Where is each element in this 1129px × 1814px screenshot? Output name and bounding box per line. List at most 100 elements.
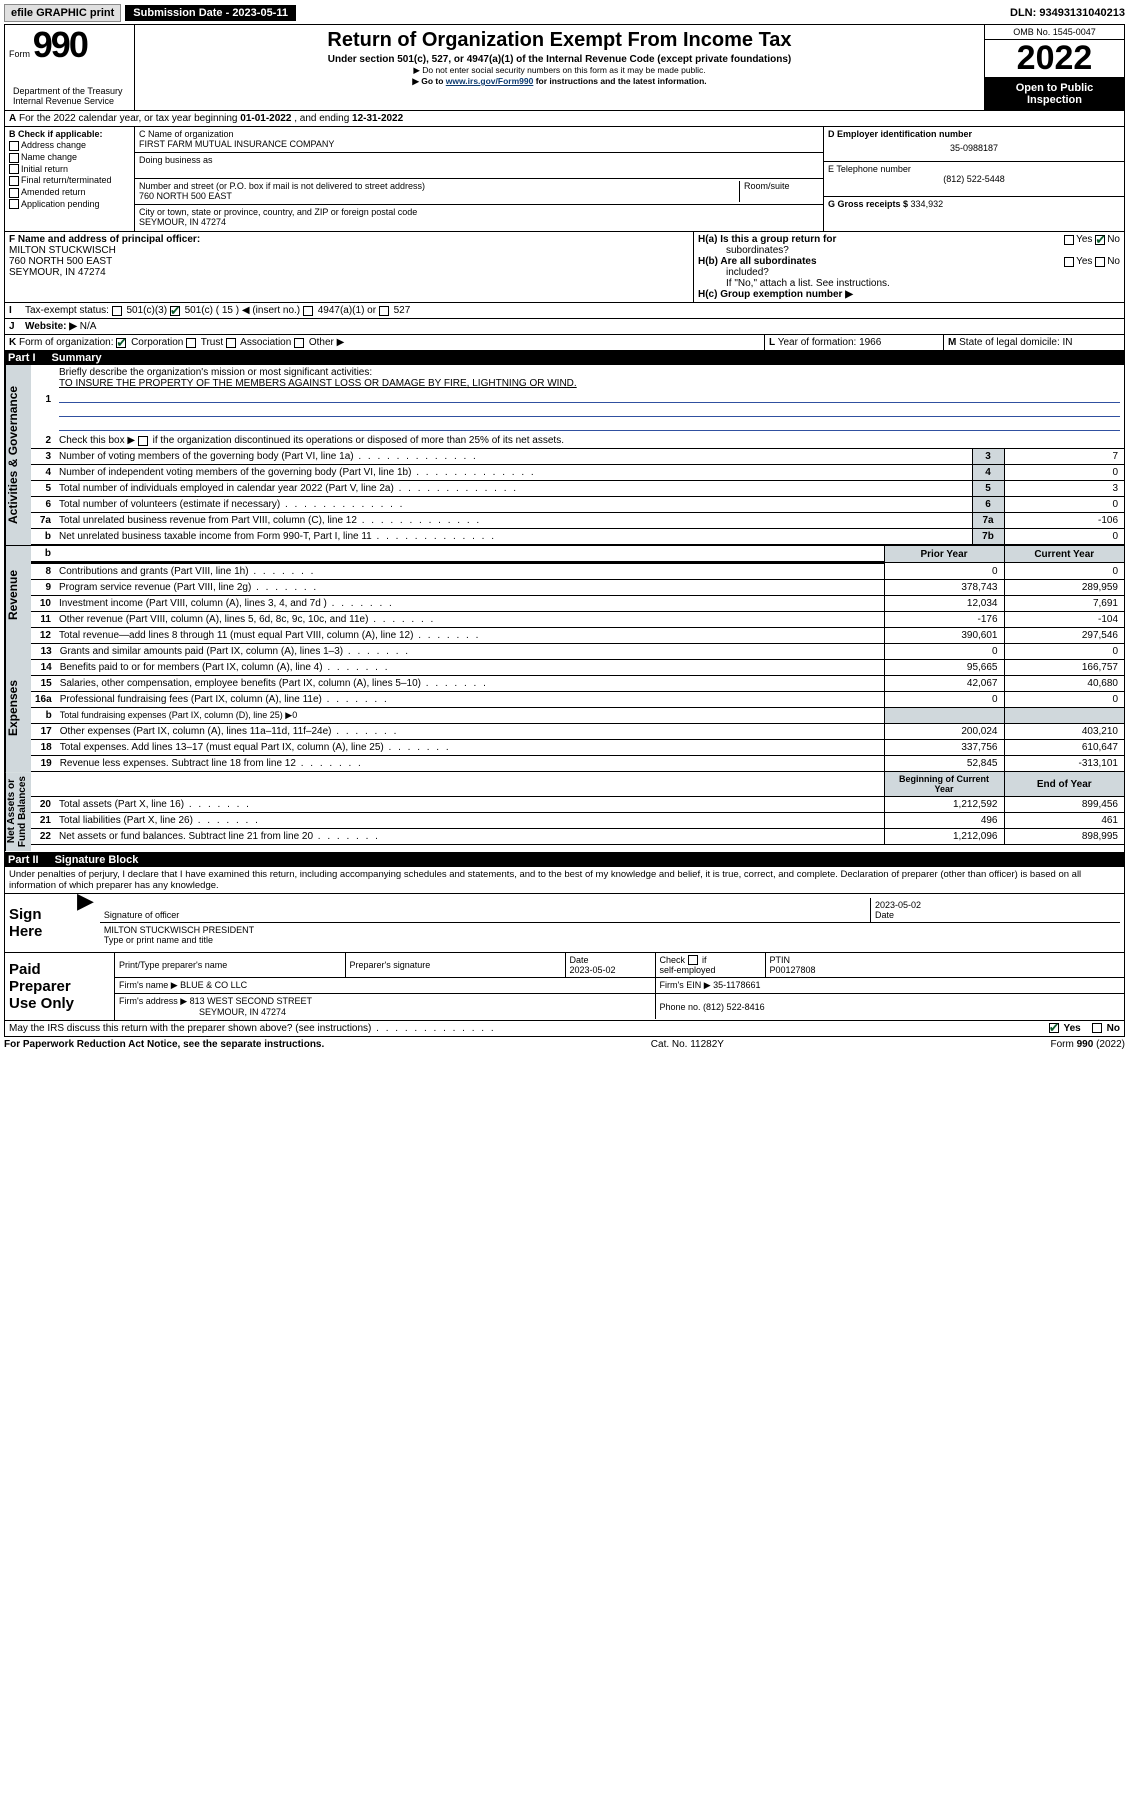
row-j: J Website: ▶ N/A (4, 319, 1125, 335)
side-label-net: Net Assets or Fund Balances (5, 772, 31, 851)
irs-link[interactable]: www.irs.gov/Form990 (446, 76, 534, 86)
chk-initial-return[interactable] (9, 164, 19, 174)
form-subtitle: Under section 501(c), 527, or 4947(a)(1)… (141, 54, 978, 65)
pra-notice: For Paperwork Reduction Act Notice, see … (4, 1039, 324, 1050)
section-a: A For the 2022 calendar year, or tax yea… (4, 110, 1125, 127)
chk-trust[interactable] (186, 338, 196, 348)
dba-label: Doing business as (139, 155, 819, 165)
exp-line: 18Total expenses. Add lines 13–17 (must … (31, 740, 1124, 756)
omb-number: OMB No. 1545-0047 (985, 25, 1124, 40)
net-section: Net Assets or Fund Balances Beginning of… (4, 772, 1125, 852)
org-name-label: C Name of organization (139, 129, 819, 139)
chk-name-change[interactable] (9, 153, 19, 163)
street: 760 NORTH 500 EAST (139, 191, 739, 201)
officer-addr1: 760 NORTH 500 EAST (9, 256, 689, 267)
row-ij: I Tax-exempt status: 501(c)(3) 501(c) ( … (4, 303, 1125, 319)
phone: (812) 522-5448 (828, 174, 1120, 184)
chk-501c3[interactable] (112, 306, 122, 316)
line1-label: Briefly describe the organization's miss… (59, 367, 372, 378)
j-label: J (5, 319, 21, 334)
firm-phone: (812) 522-8416 (703, 1002, 765, 1012)
chk-ha-no[interactable] (1095, 235, 1105, 245)
gross-receipts-label: G Gross receipts $ (828, 199, 911, 209)
hb-note: If "No," attach a list. See instructions… (698, 278, 1120, 289)
rev-line: 8Contributions and grants (Part VIII, li… (31, 563, 1124, 580)
tax-year-end: 12-31-2022 (352, 113, 403, 124)
entity-block: B Check if applicable: Address change Na… (4, 127, 1125, 232)
m-label: M (948, 337, 956, 348)
part2-header: Part II Signature Block (4, 853, 1125, 867)
hc-label: H(c) Group exemption number ▶ (698, 289, 853, 300)
form-prefix: Form (9, 49, 30, 59)
side-label-rev: Revenue (5, 546, 31, 644)
curr-year-hdr: Current Year (1004, 546, 1124, 563)
firm-addr1: 813 WEST SECOND STREET (190, 996, 312, 1006)
prep-sig-hdr: Preparer's signature (345, 953, 565, 978)
efile-print-button[interactable]: efile GRAPHIC print (4, 4, 121, 22)
l-label: L (769, 337, 775, 348)
street-label: Number and street (or P.O. box if mail i… (139, 181, 739, 191)
chk-527[interactable] (379, 306, 389, 316)
cat-no: Cat. No. 11282Y (651, 1039, 724, 1050)
top-bar: efile GRAPHIC print Submission Date - 20… (4, 4, 1125, 22)
section-b: B Check if applicable: Address change Na… (5, 127, 135, 231)
rev-line: 11Other revenue (Part VIII, column (A), … (31, 612, 1124, 628)
501c-number: 15 (222, 305, 233, 316)
gov-line: 7aTotal unrelated business revenue from … (31, 513, 1124, 529)
chk-discuss-yes[interactable] (1049, 1023, 1059, 1033)
gov-line: 6Total number of volunteers (estimate if… (31, 497, 1124, 513)
exp-line: 14Benefits paid to or for members (Part … (31, 660, 1124, 676)
i-label: I (5, 303, 21, 318)
chk-other[interactable] (294, 338, 304, 348)
firm-name: BLUE & CO LLC (180, 980, 247, 990)
exp-section: Expenses 13Grants and similar amounts pa… (4, 644, 1125, 772)
chk-discontinued[interactable] (138, 436, 148, 446)
chk-address-change[interactable] (9, 141, 19, 151)
sig-name: MILTON STUCKWISCH PRESIDENT (104, 925, 254, 935)
year-formation: 1966 (859, 337, 881, 348)
paid-label: Paid Preparer Use Only (5, 953, 115, 1020)
city-label: City or town, state or province, country… (139, 207, 819, 217)
chk-501c[interactable] (170, 306, 180, 316)
org-name: FIRST FARM MUTUAL INSURANCE COMPANY (139, 139, 819, 149)
tax-year-begin: 01-01-2022 (240, 113, 291, 124)
officer-addr2: SEYMOUR, IN 47274 (9, 267, 689, 278)
prep-date: 2023-05-02 (570, 965, 616, 975)
sig-officer-label: Signature of officer (104, 910, 179, 920)
chk-4947[interactable] (303, 306, 313, 316)
exp-line: 13Grants and similar amounts paid (Part … (31, 644, 1124, 660)
city: SEYMOUR, IN 47274 (139, 217, 819, 227)
dept-treasury: Department of the Treasury Internal Reve… (9, 84, 127, 108)
open-to-public: Open to Public Inspection (985, 78, 1124, 110)
chk-final-return[interactable] (9, 176, 19, 186)
paid-preparer-block: Paid Preparer Use Only Print/Type prepar… (4, 953, 1125, 1021)
ha-label: H(a) Is this a group return for (698, 234, 836, 245)
rev-line: 9Program service revenue (Part VIII, lin… (31, 580, 1124, 596)
exp-line: 19Revenue less expenses. Subtract line 1… (31, 756, 1124, 772)
officer-label: F Name and address of principal officer: (9, 234, 689, 245)
exp-line: bTotal fundraising expenses (Part IX, co… (31, 708, 1124, 724)
chk-ha-yes[interactable] (1064, 235, 1074, 245)
website: N/A (80, 321, 97, 332)
row-klm: K Form of organization: Corporation Trus… (4, 335, 1125, 351)
chk-discuss-no[interactable] (1092, 1023, 1102, 1033)
chk-hb-no[interactable] (1095, 257, 1105, 267)
chk-app-pending[interactable] (9, 199, 19, 209)
net-line: 21Total liabilities (Part X, line 26)496… (31, 813, 1124, 829)
part1-header: Part I Summary (4, 351, 1125, 365)
net-line: 22Net assets or fund balances. Subtract … (31, 829, 1124, 845)
begin-year-hdr: Beginning of Current Year (884, 772, 1004, 797)
mission: TO INSURE THE PROPERTY OF THE MEMBERS AG… (59, 378, 577, 389)
sign-here-label: Sign Here (5, 894, 75, 952)
exp-line: 15Salaries, other compensation, employee… (31, 676, 1124, 692)
chk-self-employed[interactable] (688, 955, 698, 965)
hb-label: H(b) Are all subordinates (698, 256, 817, 267)
side-label-exp: Expenses (5, 644, 31, 772)
chk-assoc[interactable] (226, 338, 236, 348)
form-header: Form 990 Department of the Treasury Inte… (4, 24, 1125, 110)
gov-section: Activities & Governance 1 Briefly descri… (4, 365, 1125, 545)
chk-hb-yes[interactable] (1064, 257, 1074, 267)
chk-amended[interactable] (9, 188, 19, 198)
chk-corp[interactable] (116, 338, 126, 348)
row-fh: F Name and address of principal officer:… (4, 232, 1125, 303)
